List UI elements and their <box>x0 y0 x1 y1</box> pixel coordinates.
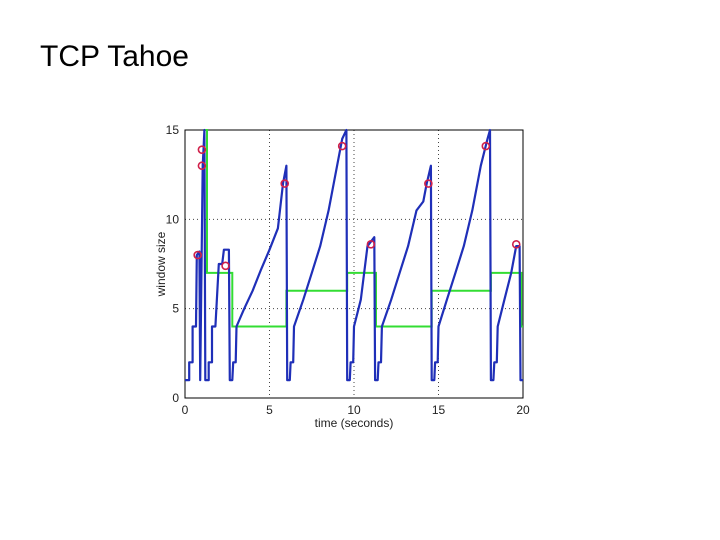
x-tick-label: 10 <box>347 403 361 417</box>
loss-marker <box>424 179 433 188</box>
threshold-series <box>205 129 523 328</box>
loss-marker <box>280 179 290 188</box>
y-axis-label: window size <box>154 231 168 297</box>
x-tick-label: 15 <box>432 403 446 417</box>
slide-title: TCP Tahoe <box>40 40 189 73</box>
loss-marker <box>481 141 491 151</box>
threshold-line <box>205 129 523 328</box>
x-tick-label: 0 <box>182 403 189 417</box>
y-tick-label: 10 <box>166 212 180 226</box>
loss-marker <box>337 141 347 151</box>
loss-marker <box>221 261 230 271</box>
loss-marker <box>193 250 202 260</box>
y-tick-label: 5 <box>172 302 179 316</box>
window-size-line <box>185 128 523 382</box>
loss-marker <box>197 145 207 154</box>
loss-marker <box>511 240 521 249</box>
loss-marker <box>366 240 376 249</box>
loss-markers <box>193 141 521 271</box>
x-axis-label: time (seconds) <box>315 416 394 430</box>
y-tick-label: 0 <box>172 391 179 405</box>
loss-marker <box>197 161 207 171</box>
x-tick-label: 20 <box>516 403 530 417</box>
grid <box>185 130 523 398</box>
y-tick-label: 15 <box>166 123 180 137</box>
axis-ticks: 0 5 10 15 20 0 5 10 15 <box>166 123 530 417</box>
plot-frame <box>184 129 524 399</box>
window-series <box>185 128 523 382</box>
x-tick-label: 5 <box>266 403 273 417</box>
